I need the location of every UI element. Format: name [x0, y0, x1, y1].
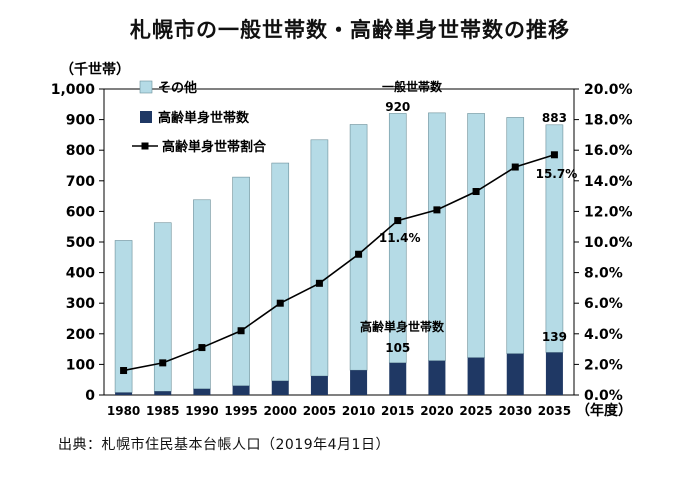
left-tick-label: 200: [66, 327, 95, 343]
legend-label-other: その他: [158, 80, 197, 96]
ratio-point-2010: [355, 250, 363, 258]
right-tick-label: 6.0%: [584, 296, 623, 312]
right-tick-label: 20.0%: [584, 82, 633, 98]
left-axis-unit: （千世帯）: [60, 61, 130, 78]
right-tick-label: 16.0%: [584, 143, 633, 159]
bar-elderly-2025: [467, 357, 485, 395]
x-tick-label: 2010: [342, 404, 375, 418]
source-note: 出典：札幌市住民基本台帳人口（2019年4月1日）: [58, 437, 390, 453]
ratio-point-2000: [276, 299, 284, 307]
bar-elderly-2030: [506, 353, 524, 395]
x-tick-label: 2000: [264, 404, 297, 418]
right-tick-label: 10.0%: [584, 235, 633, 251]
annotations-layer: 一般世帯数 920 883 11.4% 15.7% 高齢単身世帯数 105 139: [360, 79, 577, 355]
bar-elderly-2015: [389, 362, 407, 395]
legend-label-ratio: 高齢単身世帯割合: [162, 139, 267, 155]
ratio-point-2005: [315, 279, 323, 287]
ratio-point-1990: [198, 344, 206, 352]
bar-elderly-2010: [350, 370, 368, 395]
plot-frame: [103, 88, 575, 396]
annotation-elderly-label: 高齢単身世帯数: [360, 319, 445, 334]
x-tick-label: 1995: [224, 404, 257, 418]
ratio-point-2025: [472, 188, 480, 196]
bar-elderly-2035: [545, 352, 563, 395]
right-tick-label: 14.0%: [584, 174, 633, 190]
left-tick-label: 300: [66, 296, 95, 312]
ratio-point-2020: [433, 206, 441, 214]
bar-other-2035: [545, 124, 564, 353]
annotation-elderly-2015: 105: [385, 341, 410, 355]
left-tick-label: 0: [85, 388, 95, 404]
left-tick-label: 700: [66, 174, 95, 190]
annotation-general-2035: 883: [542, 111, 567, 125]
bar-elderly-2000: [271, 380, 289, 395]
annotation-ratio-2015: 11.4%: [379, 231, 421, 245]
left-tick-label: 800: [66, 143, 95, 159]
ratio-line-layer: [120, 151, 558, 375]
bar-elderly-2020: [428, 360, 446, 395]
bar-elderly-2005: [310, 376, 328, 395]
bar-elderly-1980: [115, 392, 133, 395]
right-tick-label: 4.0%: [584, 327, 623, 343]
bars-layer: [114, 112, 564, 395]
right-tick-label: 0.0%: [584, 388, 623, 404]
annotation-elderly-2035: 139: [542, 330, 567, 344]
x-tick-label: 2030: [499, 404, 532, 418]
bar-other-2030: [506, 117, 525, 354]
bar-elderly-1985: [154, 391, 172, 395]
left-tick-label: 1,000: [51, 82, 96, 98]
bar-other-1990: [193, 199, 211, 390]
right-tick-label: 12.0%: [584, 204, 633, 220]
x-tick-label: 2005: [303, 404, 336, 418]
plot-border: [103, 88, 575, 396]
x-tick-label: 1990: [185, 404, 218, 418]
annotation-general-label: 一般世帯数: [382, 79, 443, 94]
right-tick-label: 2.0%: [584, 357, 623, 373]
right-tick-label: 18.0%: [584, 113, 633, 129]
bar-other-2025: [467, 113, 485, 358]
x-tick-label: 2015: [381, 404, 414, 418]
x-tick-label: 1985: [146, 404, 179, 418]
ratio-point-2035: [550, 151, 558, 159]
legend-marker-ratio: [141, 142, 149, 150]
annotation-general-2015: 920: [385, 100, 410, 114]
annotation-ratio-2035: 15.7%: [536, 167, 578, 181]
bar-elderly-1990: [193, 388, 211, 395]
ratio-point-1995: [237, 327, 245, 335]
left-tick-label: 100: [66, 357, 95, 373]
bar-elderly-1995: [232, 385, 250, 395]
left-tick-label: 600: [66, 204, 95, 220]
right-tick-label: 8.0%: [584, 266, 623, 282]
x-tick-label: 2020: [420, 404, 453, 418]
bar-other-2005: [310, 139, 329, 377]
left-tick-label: 500: [66, 235, 95, 251]
bar-other-1995: [232, 176, 250, 387]
x-tick-label: 2035: [538, 404, 571, 418]
left-tick-label: 900: [66, 113, 95, 129]
legend-swatch-other: [139, 80, 153, 94]
x-tick-label: 1980: [107, 404, 140, 418]
ratio-point-2030: [511, 163, 519, 171]
legend-swatch-elderly: [140, 111, 152, 123]
ratio-point-2015: [394, 217, 402, 225]
axes-layer: 0 100 200 300 400 500 600 700 800 900 1,000 0.0% 2.0…: [51, 61, 633, 419]
ratio-point-1985: [159, 359, 167, 367]
x-tick-label: 2025: [459, 404, 492, 418]
bar-other-2000: [271, 162, 290, 382]
x-axis-unit: （年度）: [576, 402, 632, 419]
legend-label-elderly: 高齢単身世帯数: [158, 110, 250, 126]
chart-title: 札幌市の一般世帯数・高齢単身世帯数の推移: [130, 18, 570, 42]
ratio-point-1980: [120, 367, 128, 375]
ratio-line: [123, 154, 555, 372]
left-tick-label: 400: [66, 266, 95, 282]
